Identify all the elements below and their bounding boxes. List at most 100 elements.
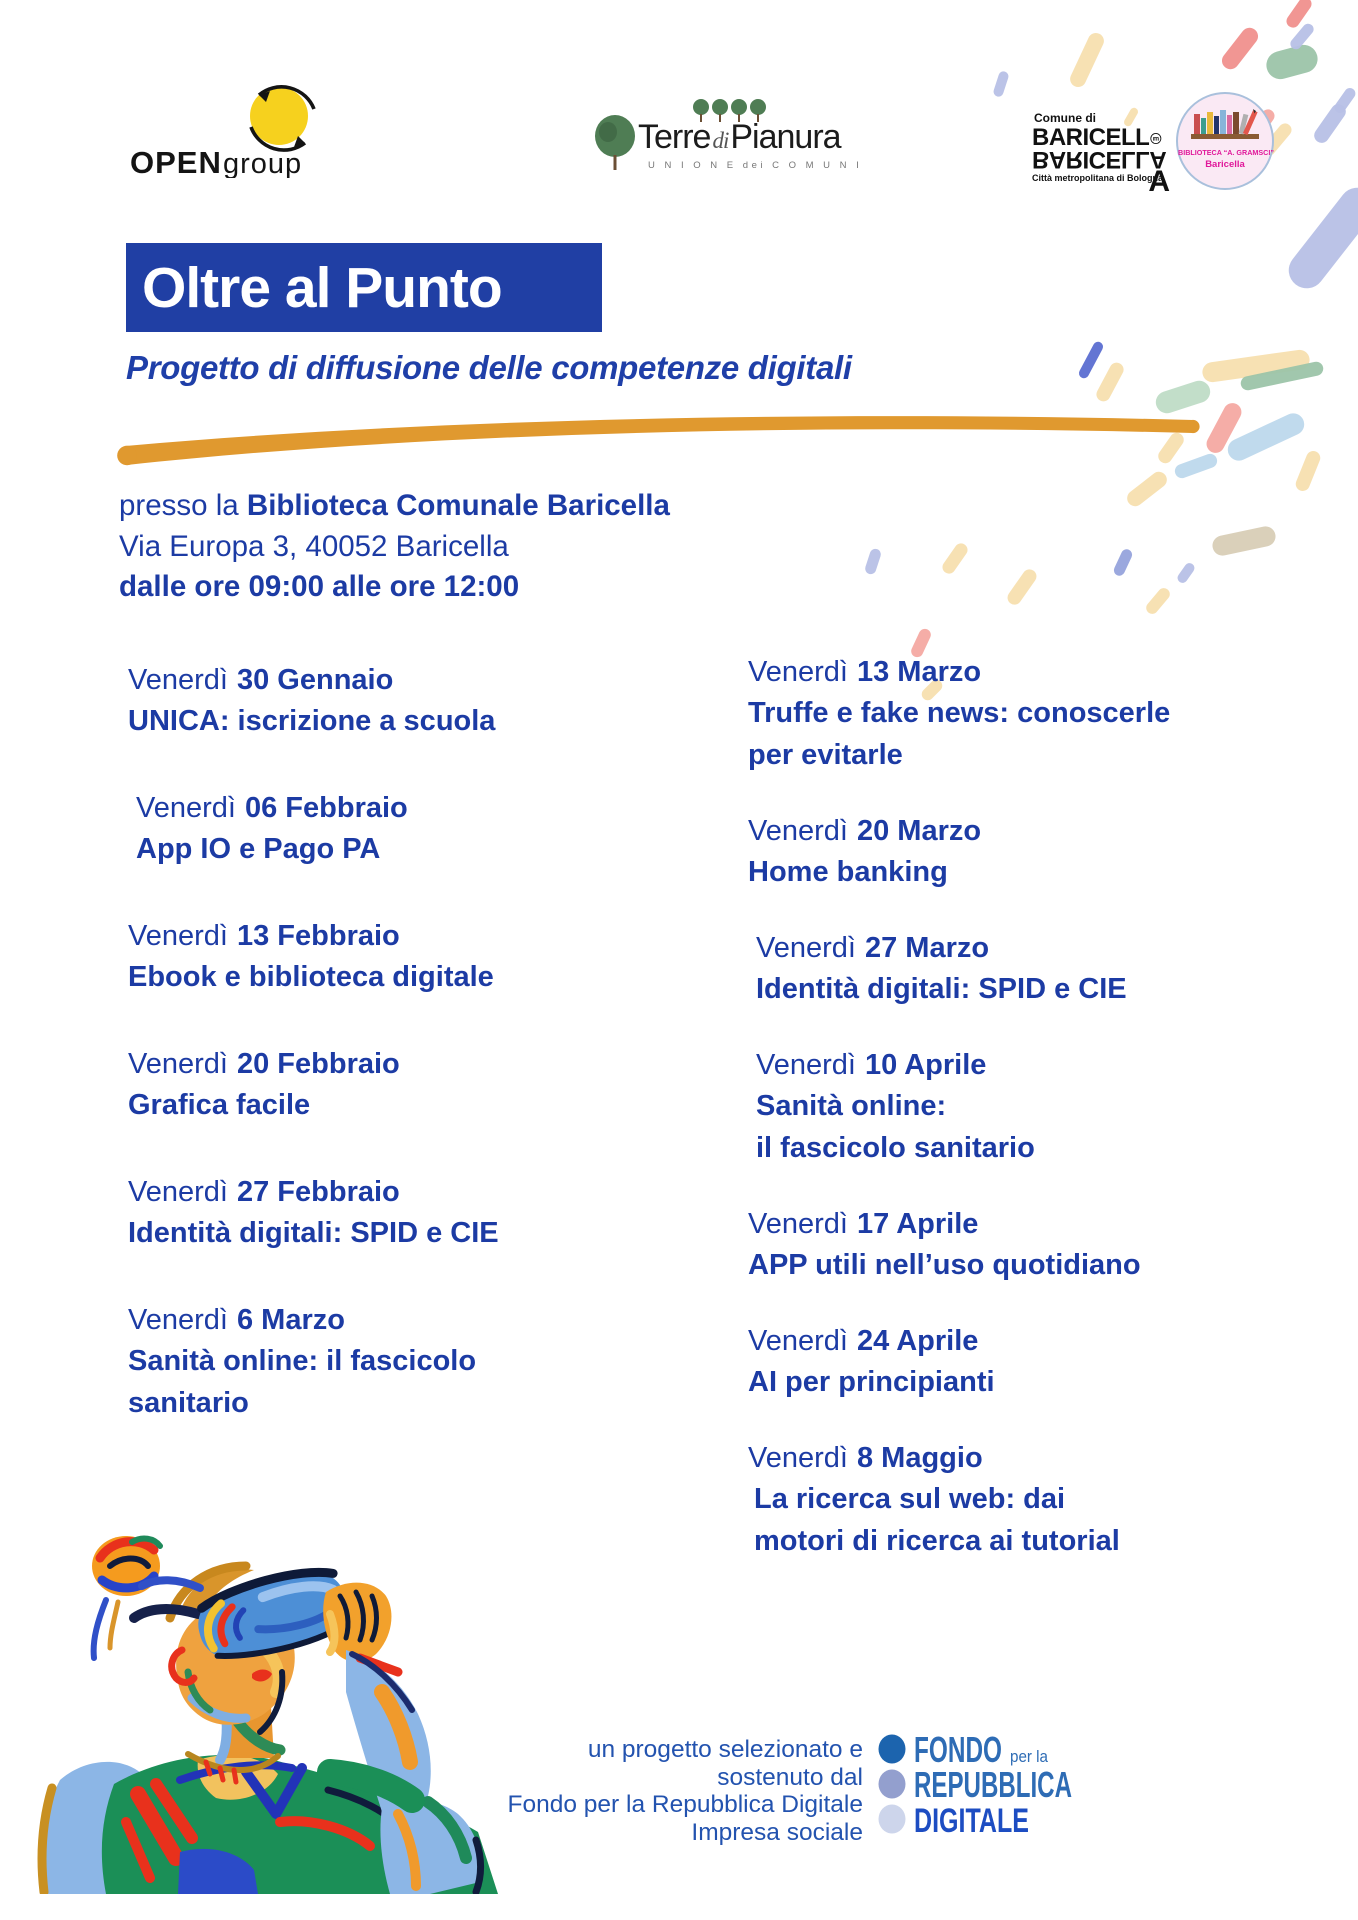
event-day: Venerdì	[136, 792, 236, 824]
event-day: Venerdì	[748, 656, 848, 688]
paint-stroke	[1281, 180, 1358, 296]
event-date: Venerdì 10 Aprile	[756, 1045, 1288, 1085]
subtitle: Progetto di diffusione delle competenze …	[126, 349, 852, 386]
event-date: Venerdì 13 Marzo	[748, 652, 1288, 692]
venue-name: Biblioteca Comunale Baricella	[246, 489, 670, 522]
paint-stroke	[1093, 360, 1127, 404]
pianura-word: Pianura	[730, 118, 841, 156]
comune-di-label: Comune di	[1034, 111, 1096, 125]
paint-stroke	[1288, 20, 1316, 52]
event-date-value: 13 Febbraio	[236, 920, 400, 952]
unione-dei-comuni-label: U N I O N E dei C O M U N I	[648, 160, 863, 171]
event-entry: Venerdì 13 Febbraio Ebook e biblioteca di…	[128, 916, 628, 998]
comune-baricella-logo: Comune di BARICELL BARICELLA Città metro…	[1032, 111, 1170, 197]
event-entry: Venerdì 24 Aprile AI per principianti	[748, 1321, 1288, 1403]
event-date: Venerdì 24 Aprile	[748, 1321, 1288, 1361]
paint-stroke	[1210, 524, 1278, 558]
bookshelf-icon	[1191, 109, 1259, 139]
paint-stroke	[1112, 546, 1134, 578]
event-day: Venerdì	[128, 920, 228, 952]
arrow-icon	[294, 136, 305, 147]
event-date-value: 30 Gennaio	[236, 664, 394, 696]
event-day: Venerdì	[756, 932, 856, 964]
schedule-column-left: Venerdì 30 Gennaio UNICA: iscrizione a sc…	[128, 660, 628, 1470]
open-group-circle-icon	[250, 87, 308, 145]
page-title: Oltre al Punto	[142, 255, 503, 320]
event-date: Venerdì 13 Febbraio	[128, 916, 628, 956]
seal-icon	[1150, 132, 1162, 144]
paint-stroke	[1143, 585, 1173, 617]
event-entry: Venerdì 17 Aprile APP utili nell’uso quot…	[748, 1204, 1288, 1286]
citta-metropolitana-label: Città metropolitana di Bologna	[1032, 173, 1164, 183]
paint-stroke	[939, 540, 971, 576]
event-topic: Identità digitali: SPID e CIE	[128, 1217, 499, 1249]
paint-stroke	[863, 546, 883, 576]
terre-di-pianura-logo: TerrediPianura U N I O N E dei C O M U N…	[592, 92, 859, 182]
paint-stroke	[1224, 409, 1308, 465]
open-group-word2: group	[223, 148, 302, 178]
title-banner: Oltre al Punto	[126, 243, 602, 332]
event-entry: Venerdì 30 Gennaio UNICA: iscrizione a sc…	[128, 660, 628, 742]
vr-goggles-icon	[197, 1567, 351, 1659]
event-entry: Venerdì 13 Marzo Truffe e fake news: cono…	[748, 652, 1288, 776]
credit-text: un progetto selezionato e sostenuto dal …	[507, 1736, 863, 1846]
fondo-circle-light	[878, 1804, 906, 1834]
event-topic: APP utili nell’uso quotidiano	[748, 1249, 1141, 1281]
venue-line: presso la Biblioteca Comunale Baricella	[119, 486, 670, 527]
terre-di-pianura-name: TerrediPianura	[638, 118, 842, 157]
event-date-value: 24 Aprile	[856, 1325, 979, 1357]
event-day: Venerdì	[128, 1304, 228, 1336]
event-topic: Home banking	[748, 856, 948, 888]
event-topic: Sanità online: il fascicolo sanitario	[128, 1345, 477, 1419]
paint-stroke	[1152, 377, 1214, 417]
event-date: Venerdì 17 Aprile	[748, 1204, 1288, 1244]
paint-stroke	[1067, 30, 1107, 90]
event-entry: Venerdì 20 Marzo Home banking	[748, 811, 1288, 893]
paint-stroke	[1123, 468, 1171, 510]
venue-block: presso la Biblioteca Comunale Baricella …	[119, 486, 670, 608]
open-group-logo: OPEN group	[130, 82, 325, 183]
event-day: Venerdì	[748, 1208, 848, 1240]
paint-stroke	[1332, 85, 1358, 115]
event-date-value: 06 Febbraio	[244, 792, 408, 824]
event-topic: Truffe e fake news: conoscerle per evita…	[748, 697, 1171, 771]
fondo-circle-dark	[878, 1734, 906, 1764]
repubblica-word: REPUBBLICA	[914, 1764, 1072, 1805]
per-la-word: per la	[1010, 1747, 1048, 1766]
fondo-circle-medium	[878, 1769, 906, 1799]
paint-stroke	[1283, 0, 1315, 30]
event-topic: UNICA: iscrizione a scuola	[128, 705, 496, 737]
open-group-word: OPEN	[130, 145, 222, 178]
paint-stroke	[1172, 451, 1220, 481]
event-date-value: 20 Febbraio	[236, 1048, 400, 1080]
event-date: Venerdì 27 Febbraio	[128, 1172, 628, 1212]
venue-hours: dalle ore 09:00 alle ore 12:00	[119, 570, 520, 603]
event-entry: Venerdì 20 Febbraio Grafica facile	[128, 1044, 628, 1126]
event-topic: Sanità online: il fascicolo sanitario	[756, 1090, 1035, 1164]
fondo-repubblica-digitale-logo: FONDO per la REPUBBLICA DIGITALE	[878, 1729, 1072, 1840]
venue-intro: presso la	[119, 489, 247, 522]
event-topic: App IO e Pago PA	[136, 833, 381, 865]
biblioteca-gramsci-logo: BIBLIOTECA “A. GRAMSCI” Baricella	[1176, 92, 1274, 190]
event-day: Venerdì	[128, 1048, 228, 1080]
event-entry: Venerdì 6 Marzo Sanità online: il fascico…	[128, 1300, 628, 1424]
digitale-word: DIGITALE	[914, 1802, 1029, 1840]
schedule-column-right: Venerdì 13 Marzo Truffe e fake news: cono…	[748, 652, 1288, 1597]
event-date: Venerdì 27 Marzo	[756, 928, 1288, 968]
event-day: Venerdì	[756, 1049, 856, 1081]
event-entry: Venerdì 27 Marzo Identità digitali: SPID …	[748, 928, 1288, 1010]
paint-stroke	[1155, 430, 1187, 466]
event-topic: La ricerca sul web: dai motori di ricerc…	[754, 1483, 1120, 1557]
event-date-value: 8 Maggio	[856, 1442, 983, 1474]
event-entry: Venerdì 10 Aprile Sanità online: il fasci…	[748, 1045, 1288, 1169]
event-date: Venerdì 6 Marzo	[128, 1300, 628, 1340]
baricella-name: BARICELL	[1032, 124, 1150, 151]
biblioteca-name: BIBLIOTECA “A. GRAMSCI”	[1178, 148, 1274, 157]
fondo-word: FONDO	[914, 1729, 1002, 1770]
event-day: Venerdì	[128, 664, 228, 696]
paint-stroke	[1175, 561, 1197, 585]
event-day: Venerdì	[748, 1442, 848, 1474]
event-topic: AI per principianti	[748, 1366, 995, 1398]
event-day: Venerdì	[128, 1176, 228, 1208]
